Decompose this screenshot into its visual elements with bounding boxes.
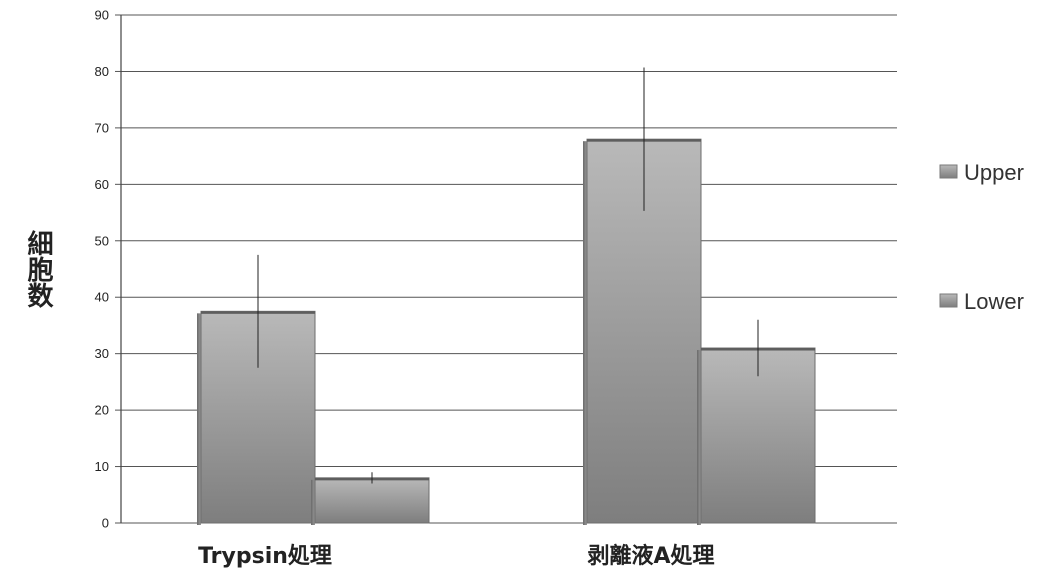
bar-upper: [583, 138, 702, 525]
bars: [197, 138, 816, 525]
bar-side: [197, 313, 201, 525]
bar-side: [311, 479, 315, 525]
y-tick-label: 60: [95, 177, 109, 192]
bar-side: [583, 141, 587, 525]
y-axis-label: 細胞数: [23, 230, 53, 309]
y-tick-label: 70: [95, 120, 109, 135]
legend-item-upper: Upper: [939, 160, 1024, 185]
bar-lower: [311, 477, 430, 525]
y-tick-label: 40: [95, 290, 109, 305]
category-labels: Trypsin処理 剥離液A処理: [198, 543, 714, 569]
bar: [314, 477, 430, 524]
category-label: Trypsin処理: [198, 543, 332, 569]
y-tick-labels: 0 10 20 30 40 50 60 70 80 90: [95, 8, 109, 531]
y-tick-label: 80: [95, 64, 109, 79]
y-tick-label: 20: [95, 403, 109, 418]
y-tick-label: 10: [95, 459, 109, 474]
bar: [700, 347, 816, 524]
category-label: 剥離液A処理: [587, 543, 714, 569]
axes: [115, 14, 122, 524]
legend-label: Lower: [964, 289, 1024, 314]
bar-lower: [697, 347, 816, 525]
bar-side: [697, 350, 701, 525]
y-tick-label: 30: [95, 346, 109, 361]
legend: Upper Lower: [939, 160, 1024, 314]
bar-upper: [197, 310, 316, 525]
bar: [200, 310, 316, 524]
y-tick-label: 0: [102, 516, 109, 531]
legend-label: Upper: [964, 160, 1024, 185]
legend-swatch: [939, 293, 958, 308]
error-bars: [257, 67, 759, 484]
legend-item-lower: Lower: [939, 289, 1024, 314]
legend-swatch: [939, 164, 958, 179]
y-tick-label: 50: [95, 233, 109, 248]
y-tick-label: 90: [95, 8, 109, 23]
